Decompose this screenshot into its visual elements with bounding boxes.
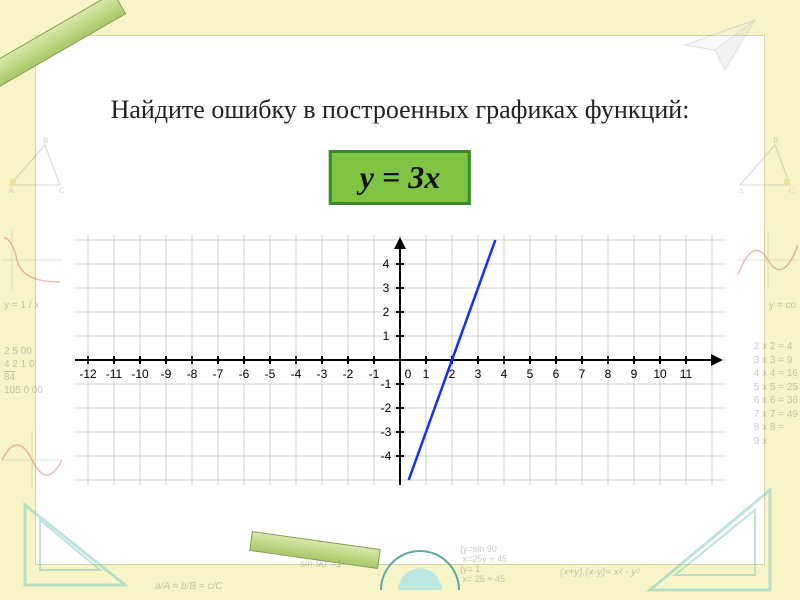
mini-graph-left-bottom (2, 430, 62, 490)
svg-text:2: 2 (383, 305, 390, 319)
svg-text:4: 4 (383, 257, 390, 271)
svg-text:-6: -6 (239, 367, 250, 381)
triangle-diagram-right: A B C (735, 135, 795, 195)
svg-text:-8: -8 (187, 367, 198, 381)
bottom-formula-2: {y=sin 90 x=25y + 45 {y= 1 x= 25 + 45 (460, 545, 507, 585)
svg-text:-2: -2 (343, 367, 354, 381)
svg-text:-9: -9 (161, 367, 172, 381)
svg-text:-4: -4 (381, 449, 392, 463)
setsquare-left (20, 500, 130, 590)
svg-text:A: A (8, 186, 14, 195)
svg-text:-2: -2 (381, 401, 392, 415)
bottom-formula-1: sin 90°=1 (300, 559, 342, 570)
svg-text:-4: -4 (291, 367, 302, 381)
setsquare-right (645, 485, 775, 595)
mini-graph-left-top (2, 230, 62, 290)
svg-text:B: B (773, 136, 778, 145)
svg-text:C: C (59, 186, 64, 195)
svg-text:-12: -12 (79, 367, 97, 381)
svg-text:-7: -7 (213, 367, 224, 381)
triangle-diagram-left: A B C (5, 135, 65, 195)
svg-text:3: 3 (475, 367, 482, 381)
svg-text:0: 0 (405, 367, 412, 381)
function-formula-box: y = 3x (329, 150, 471, 205)
svg-text:5: 5 (527, 367, 534, 381)
svg-text:7: 7 (579, 367, 586, 381)
svg-text:B: B (43, 136, 48, 145)
svg-text:-11: -11 (106, 367, 123, 381)
svg-text:1: 1 (383, 329, 390, 343)
svg-text:8: 8 (605, 367, 612, 381)
svg-text:1: 1 (423, 367, 430, 381)
svg-text:3: 3 (383, 281, 390, 295)
svg-text:10: 10 (653, 367, 667, 381)
svg-text:C: C (789, 186, 794, 195)
coordinate-chart: -12-11-10-9-8-7-6-5-4-3-2-11234567891011… (75, 235, 725, 485)
paper-plane-decor (680, 15, 760, 75)
svg-text:-1: -1 (369, 367, 380, 381)
svg-text:11: 11 (680, 367, 693, 381)
svg-text:-3: -3 (317, 367, 328, 381)
side-text-left-2: 2 5 00 4 2 1 0 84 105 0 00 (4, 345, 43, 397)
svg-text:-3: -3 (381, 425, 392, 439)
svg-text:6: 6 (553, 367, 560, 381)
svg-text:-5: -5 (265, 367, 276, 381)
bottom-formula-4: a/A = b/B = c/C (155, 581, 222, 592)
side-text-right-2: 2 x 2 = 4 3 x 3 = 9 4 x 4 = 16 5 x 5 = 2… (754, 340, 798, 448)
slide-title: Найдите ошибку в построенных графиках фу… (0, 95, 800, 125)
svg-text:-10: -10 (131, 367, 149, 381)
side-text-right-1: y = co (769, 300, 796, 311)
svg-text:-1: -1 (381, 377, 392, 391)
svg-text:4: 4 (501, 367, 508, 381)
svg-text:9: 9 (631, 367, 638, 381)
side-text-left-1: y = 1 / x (4, 300, 39, 311)
bottom-formula-3: (x+y).(x-y)= x² - y² (560, 567, 639, 578)
svg-text:A: A (738, 186, 744, 195)
mini-graph-right-top (738, 230, 798, 290)
